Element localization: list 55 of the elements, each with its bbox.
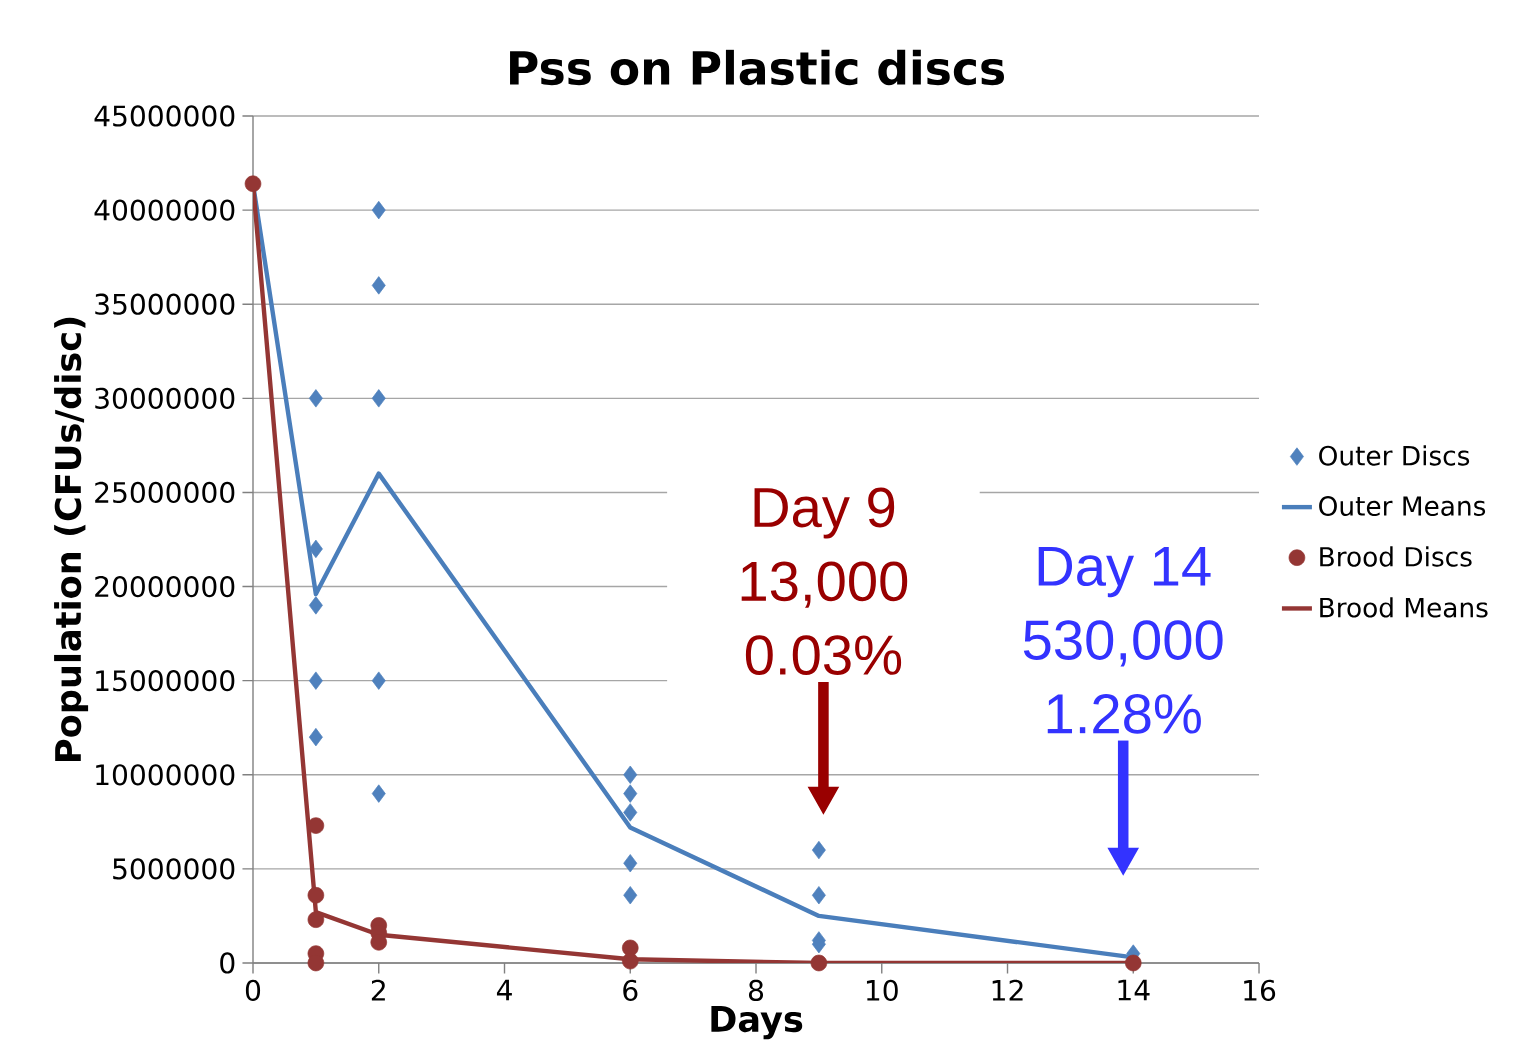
annotation: 530,000 bbox=[1023, 620, 1223, 667]
point bbox=[623, 886, 638, 905]
annotation: 1.28% bbox=[1047, 693, 1201, 734]
point bbox=[811, 886, 826, 905]
x-tick-label: 16 bbox=[1244, 979, 1276, 1002]
x-axis-title: Days bbox=[711, 1006, 803, 1040]
annotation: 0.03% bbox=[745, 635, 902, 676]
legend-label: Outer Discs bbox=[1319, 445, 1470, 466]
point bbox=[308, 596, 323, 615]
y-axis-title: Population (CFUs/disc) bbox=[54, 317, 89, 761]
point bbox=[308, 389, 323, 408]
y-tick-label: 25000000 bbox=[95, 481, 235, 504]
point bbox=[371, 389, 386, 408]
point bbox=[371, 200, 386, 220]
point bbox=[308, 727, 323, 747]
y-tick-label: 20000000 bbox=[95, 575, 235, 598]
point bbox=[244, 175, 262, 193]
annotation: 13,000 bbox=[741, 561, 908, 608]
x-tick-label: 6 bbox=[623, 979, 638, 1002]
point bbox=[371, 784, 386, 803]
chart-title: Pss on Plastic discs bbox=[510, 49, 1004, 86]
y-tick-label: 15000000 bbox=[96, 670, 235, 692]
x-tick-label: 4 bbox=[496, 979, 512, 1001]
point bbox=[623, 784, 638, 803]
point bbox=[308, 671, 323, 690]
x-tick-label: 0 bbox=[245, 979, 261, 1002]
x-tick-label: 2 bbox=[371, 979, 385, 1001]
x-tick-label: 12 bbox=[992, 979, 1023, 1001]
point bbox=[307, 886, 325, 904]
y-tick-label: 35000000 bbox=[95, 293, 235, 315]
point bbox=[623, 765, 638, 784]
point bbox=[623, 854, 638, 873]
legend-label: Outer Means bbox=[1319, 496, 1486, 516]
point bbox=[810, 954, 828, 972]
point bbox=[811, 840, 826, 860]
point bbox=[308, 539, 323, 559]
x-tick-label: 10 bbox=[866, 979, 898, 1002]
y-tick-label: 40000000 bbox=[94, 199, 235, 221]
y-tick-label: 30000000 bbox=[95, 387, 235, 409]
y-tick-label: 5000000 bbox=[113, 858, 235, 880]
legend-label: Brood Discs bbox=[1320, 546, 1472, 567]
point bbox=[371, 671, 386, 690]
point bbox=[1125, 954, 1142, 972]
point bbox=[623, 803, 638, 822]
point bbox=[307, 911, 325, 928]
point bbox=[371, 276, 386, 295]
x-tick-label: 14 bbox=[1118, 979, 1150, 1001]
x-tick-label: 8 bbox=[748, 979, 764, 1002]
y-tick-label: 0 bbox=[220, 952, 235, 974]
annotation: Day 9 bbox=[754, 487, 895, 539]
point bbox=[622, 952, 639, 970]
y-tick-label: 45000000 bbox=[94, 105, 235, 127]
legend-label: Brood Means bbox=[1320, 597, 1488, 618]
annotation: Day 14 bbox=[1038, 546, 1211, 598]
y-tick-label: 10000000 bbox=[96, 764, 235, 786]
